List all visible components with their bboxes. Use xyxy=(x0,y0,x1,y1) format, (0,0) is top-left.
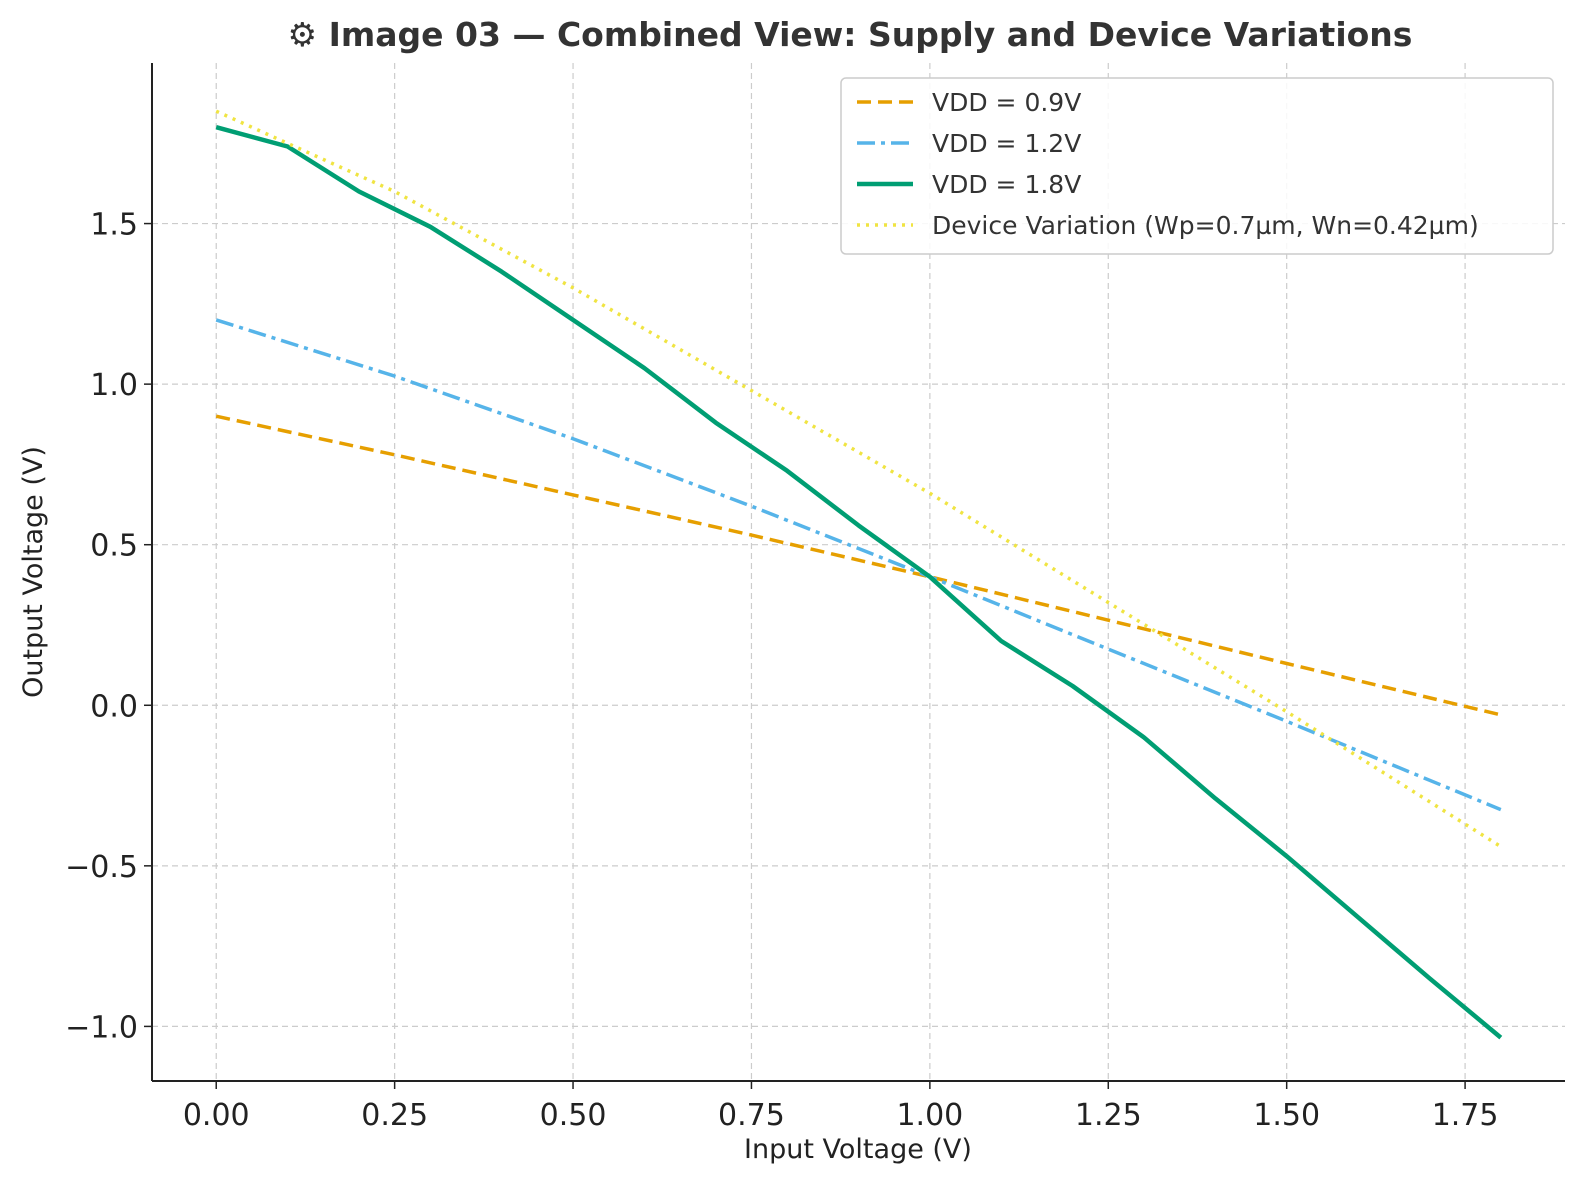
x-axis-ticks: 0.00 0.25 0.50 0.75 1.00 1.25 1.50 1.75 xyxy=(183,1081,1499,1133)
plot-series xyxy=(215,109,1503,1040)
x-tick-label: 1.00 xyxy=(896,1098,963,1133)
y-tick-label: −1.0 xyxy=(65,1010,138,1045)
y-tick-label: 0.5 xyxy=(90,529,138,564)
legend: VDD = 0.9V VDD = 1.2V VDD = 1.8V Device Var… xyxy=(840,77,1554,255)
x-tick-label: 0.75 xyxy=(718,1098,785,1133)
x-tick-label: 1.75 xyxy=(1432,1098,1499,1133)
x-tick-label: 0.50 xyxy=(540,1098,607,1133)
series-line-3 xyxy=(215,125,1503,1040)
legend-label-1: VDD = 0.9V xyxy=(932,88,1081,117)
x-axis-label: Input Voltage (V) xyxy=(744,1134,972,1165)
legend-frame xyxy=(840,77,1554,255)
series-line-1 xyxy=(215,414,1502,717)
x-tick-label: 1.50 xyxy=(1253,1098,1320,1133)
y-tick-label: 1.0 xyxy=(90,368,138,403)
y-axis-ticks: −1.0 −0.5 0.0 0.5 1.0 1.5 xyxy=(65,208,152,1045)
y-tick-label: 0.0 xyxy=(90,689,138,724)
grid-lines xyxy=(152,63,1565,1081)
x-tick-label: 1.25 xyxy=(1075,1098,1142,1133)
y-tick-label: −0.5 xyxy=(65,850,138,885)
x-tick-label: 0.00 xyxy=(183,1098,250,1133)
chart-title: ⚙ Image 03 — Combined View: Supply and D… xyxy=(288,15,1413,54)
y-tick-label: 1.5 xyxy=(90,208,138,243)
legend-label-2: VDD = 1.2V xyxy=(932,129,1081,158)
y-axis-label: Output Voltage (V) xyxy=(18,446,49,698)
x-tick-label: 0.25 xyxy=(361,1098,428,1133)
series-line-2 xyxy=(215,318,1502,812)
legend-label-4: Device Variation (Wp=0.7µm, Wn=0.42µm) xyxy=(932,211,1479,240)
legend-label-3: VDD = 1.8V xyxy=(932,170,1081,199)
